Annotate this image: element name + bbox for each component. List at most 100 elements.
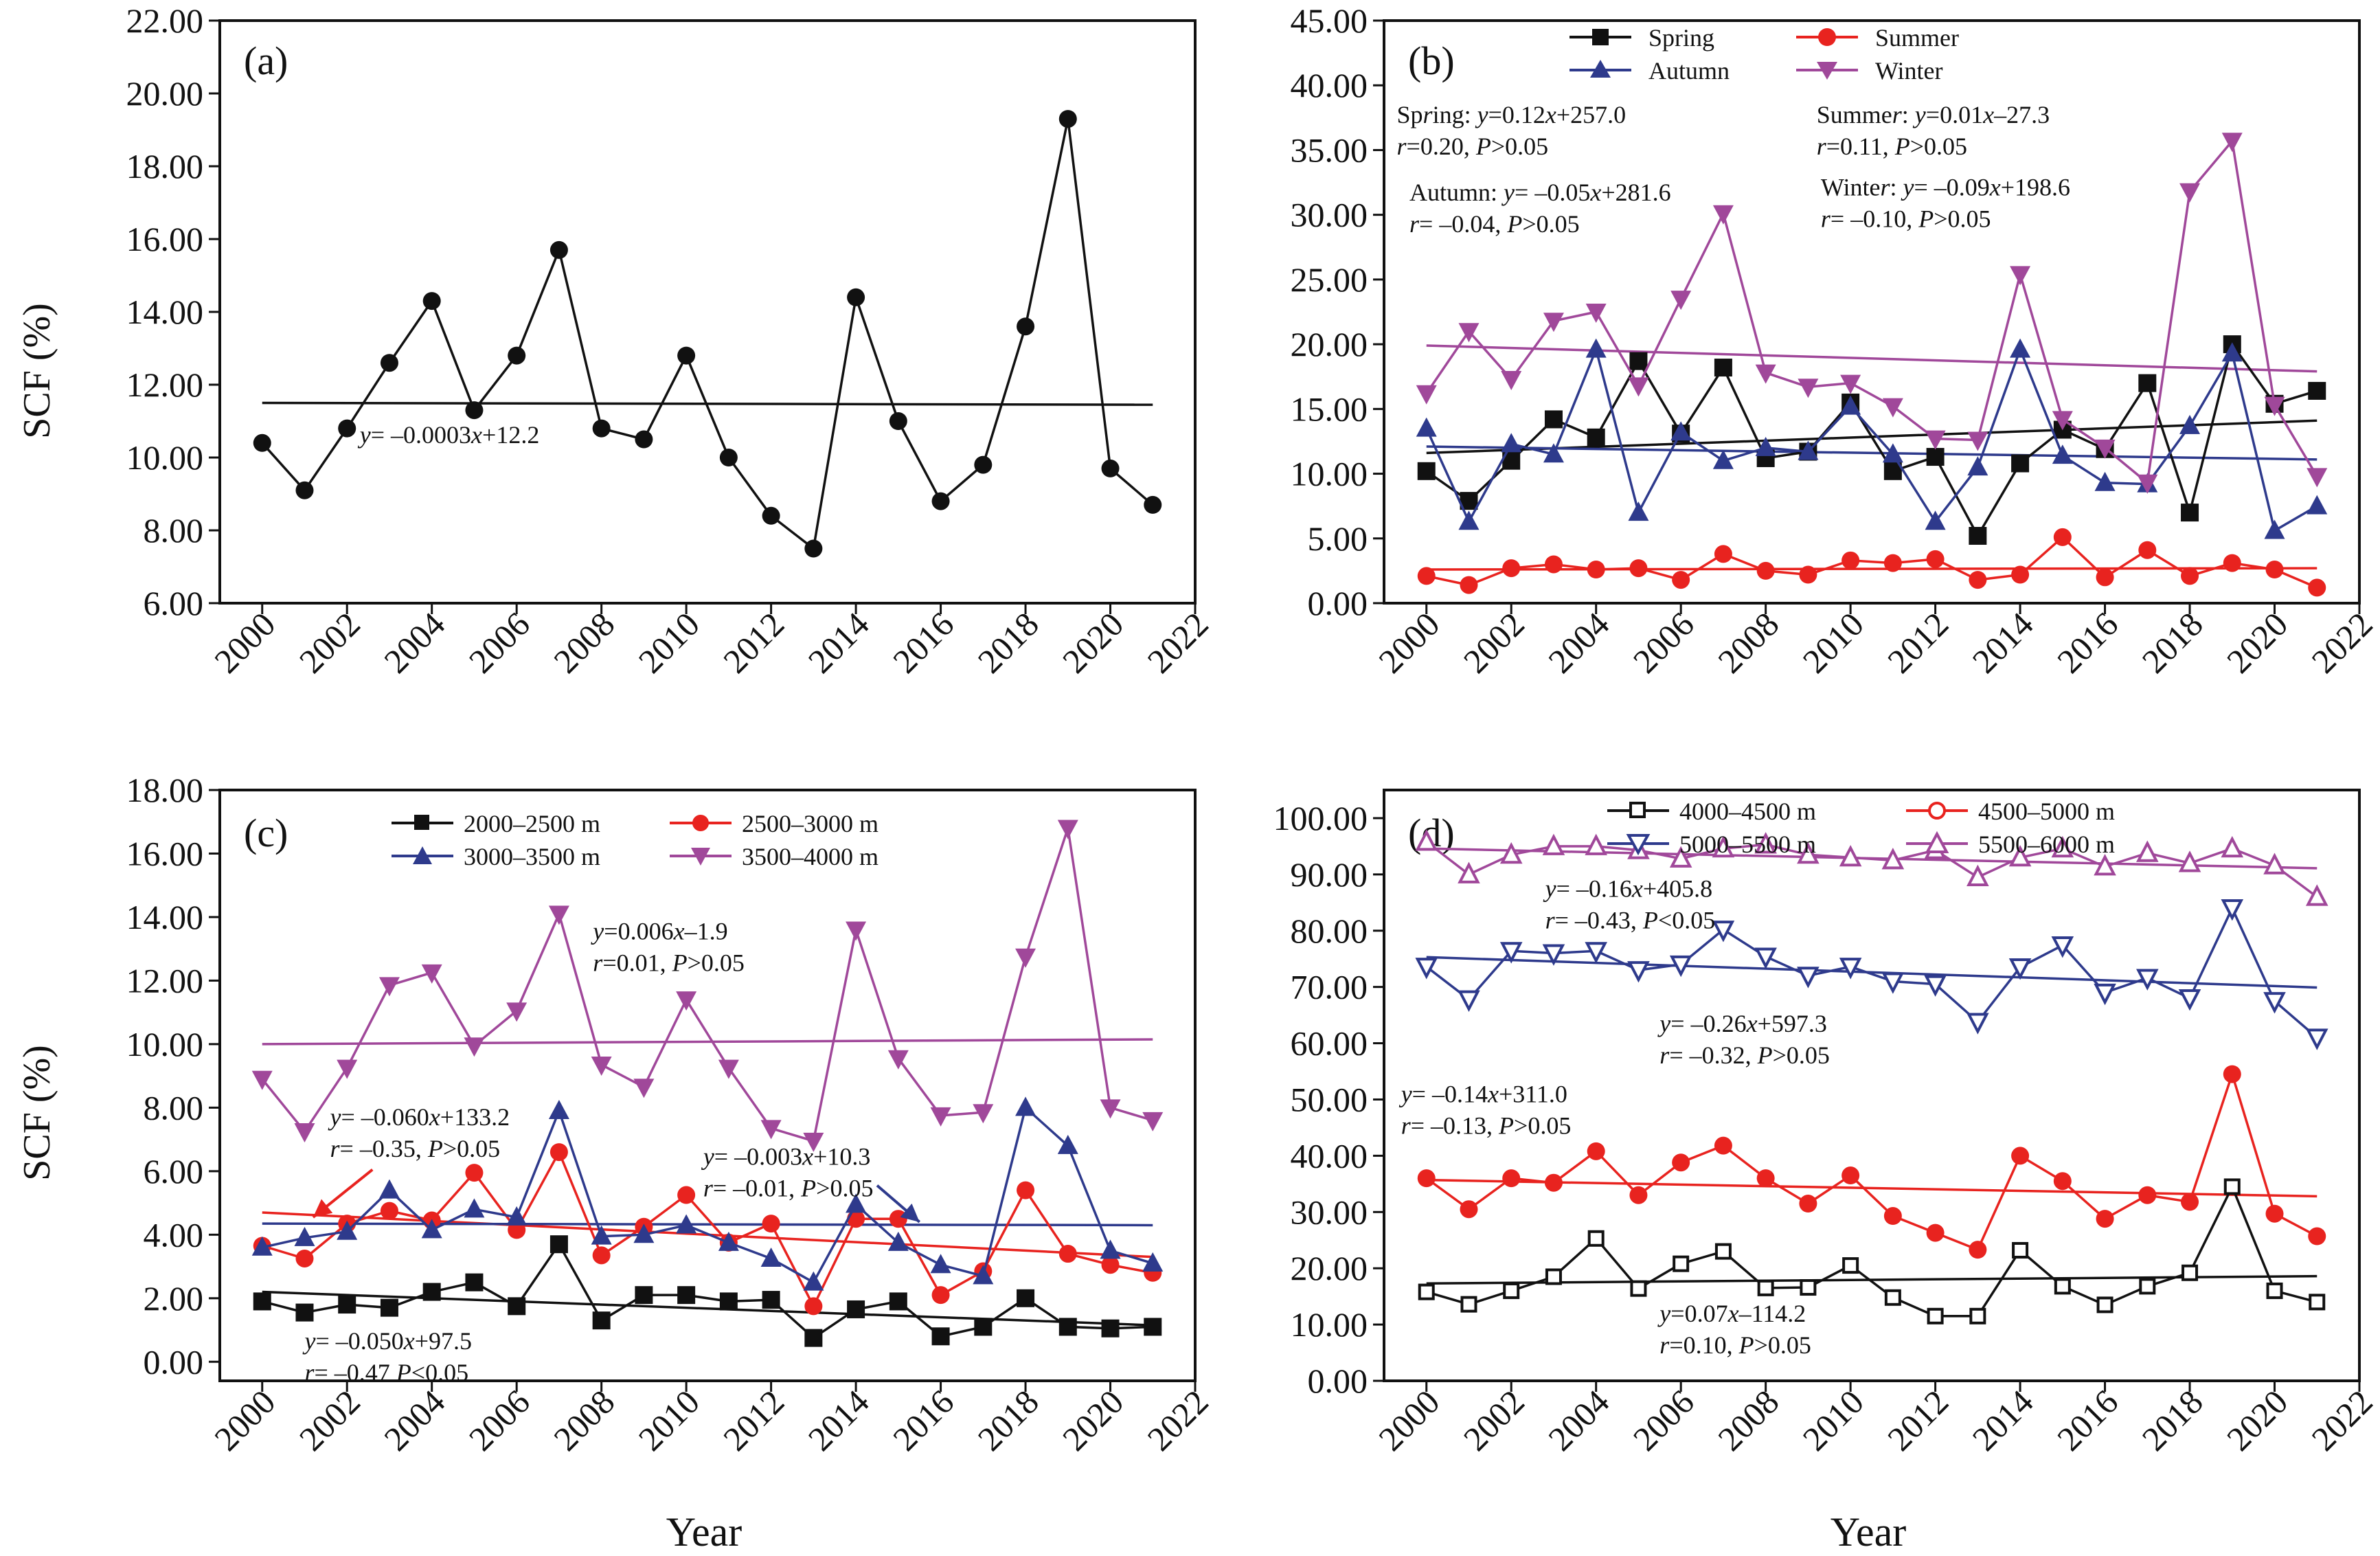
legend-5000-5500: 5000–5500 m	[1679, 831, 1816, 858]
data-point	[1714, 1136, 1732, 1155]
data-point	[1672, 1153, 1690, 1172]
x-tick-label: 2022	[2304, 1382, 2379, 1458]
data-point	[803, 1132, 824, 1152]
data-point	[677, 346, 696, 365]
x-tick-label: 2020	[1055, 1382, 1131, 1458]
plot-frame	[1383, 19, 2361, 605]
series-line	[261, 826, 1153, 1142]
data-point	[2309, 1294, 2326, 1311]
y-tick-label: 35.00	[1291, 131, 1368, 169]
data-point	[1142, 1252, 1164, 1272]
data-point	[251, 1236, 273, 1256]
x-tick-label: 2014	[1965, 605, 2041, 680]
y-tick-label: 10.00	[1291, 455, 1368, 493]
data-point	[2221, 342, 2243, 362]
y-tick-label: 15.00	[1291, 390, 1368, 428]
series-line	[1425, 840, 2318, 899]
equation-annotation: Summer: y=0.01x–27.3	[1817, 101, 2050, 128]
data-point	[294, 1226, 315, 1246]
y-tick-label: 0.00	[1308, 584, 1368, 622]
x-tick-label: 2004	[1541, 1382, 1616, 1458]
panel-c: (c) SCF (%) Year 0.00 2.00 4.00 6.00 8.00 10.…	[16, 771, 1216, 1555]
data-point	[1458, 510, 1480, 530]
data-point	[1714, 545, 1732, 563]
panel-a-plot: 6.00 8.00 10.00 12.00 14.00 16.00 18.00 20.00 22…	[126, 1, 1216, 680]
data-point	[1543, 443, 1564, 463]
x-tick-label: 2006	[462, 1382, 537, 1458]
equation-annotation: Spring: y=0.12x+257.0	[1397, 101, 1627, 128]
series-line	[261, 117, 1154, 550]
data-point	[1924, 975, 1947, 997]
equation-annotation: r= –0.13, P>0.05	[1401, 1112, 1572, 1140]
data-point	[2138, 1186, 2157, 1204]
equation-annotation: r=0.10, P>0.05	[1659, 1331, 1811, 1359]
equation-annotation: r=0.11, P>0.05	[1817, 133, 1967, 160]
trend-line	[262, 1038, 1153, 1046]
legend-3000-3500: 3000–3500 m	[464, 843, 600, 870]
equation-annotation: y= –0.003x+10.3	[701, 1143, 871, 1171]
data-point	[635, 430, 653, 449]
data-point	[887, 1231, 909, 1251]
data-point	[1628, 501, 1649, 521]
plot-frame	[218, 789, 1197, 1382]
data-point	[1057, 1134, 1078, 1154]
legend-4500-5000: 4500–5000 m	[1978, 798, 2115, 825]
data-point	[1101, 1256, 1120, 1274]
data-point	[1587, 561, 1605, 579]
x-tick-label: 2008	[546, 1382, 622, 1458]
data-point	[2266, 1282, 2283, 1299]
data-point	[2051, 936, 2074, 958]
y-tick-label: 6.00	[144, 584, 204, 622]
data-point	[251, 1070, 273, 1090]
data-point	[889, 1292, 907, 1311]
data-point	[2094, 983, 2116, 1006]
data-point	[2179, 183, 2201, 203]
data-point	[1585, 942, 1607, 964]
data-point	[1841, 551, 1860, 570]
data-point	[1670, 421, 1692, 441]
series-line	[1425, 139, 2318, 484]
y-tick-label: 10.00	[126, 438, 204, 477]
panel-b: (b) 0.00 5.00 10.00 15.00 20.00 25.00 30.00 35.…	[1291, 1, 2380, 680]
data-point	[1798, 440, 1819, 460]
y-tick-label: 10.00	[1291, 1305, 1368, 1344]
data-point	[2138, 541, 2157, 559]
data-point	[2263, 992, 2286, 1014]
data-point	[1799, 1195, 1817, 1213]
x-tick-label: 2000	[1371, 1382, 1447, 1458]
legend-2500-3000: 2500–3000 m	[742, 810, 879, 837]
equation-annotation: y= –0.050x+97.5	[302, 1327, 472, 1355]
data-point	[1585, 833, 1607, 855]
panel-b-legend: Spring Summer Autumn Winter	[1569, 24, 1959, 84]
legend-autumn: Autumn	[1648, 57, 1730, 84]
x-tick-label: 2022	[2304, 605, 2379, 680]
data-point	[846, 1193, 867, 1213]
trend-line	[262, 1222, 1153, 1227]
x-tick-label: 2016	[885, 1382, 961, 1458]
data-point	[2010, 338, 2031, 358]
data-point	[1415, 829, 1438, 851]
data-point	[2179, 414, 2201, 434]
x-tick-label: 2008	[1710, 605, 1786, 680]
data-point	[2263, 853, 2286, 875]
data-point	[378, 1179, 400, 1199]
data-point	[421, 964, 442, 984]
data-point	[421, 1219, 442, 1239]
data-point	[1417, 462, 1436, 480]
x-tick-label: 2004	[376, 1382, 452, 1458]
data-point	[719, 449, 738, 466]
x-tick-label: 2010	[631, 1382, 707, 1458]
data-point	[506, 1002, 528, 1022]
equation-annotation: r= –0.35, P>0.05	[330, 1135, 501, 1162]
data-point	[1841, 1166, 1860, 1185]
data-point	[1839, 844, 1862, 867]
x-tick-label: 2016	[2050, 605, 2125, 680]
equation-annotation: r= –0.01, P>0.05	[703, 1175, 874, 1202]
data-point	[1840, 395, 1861, 415]
data-point	[1629, 352, 1648, 370]
data-point	[2264, 396, 2285, 416]
data-point	[1969, 571, 1987, 589]
data-point	[1100, 1239, 1121, 1259]
x-tick-label: 2012	[716, 605, 791, 680]
equation-annotation: y= –0.26x+597.3	[1657, 1010, 1827, 1037]
